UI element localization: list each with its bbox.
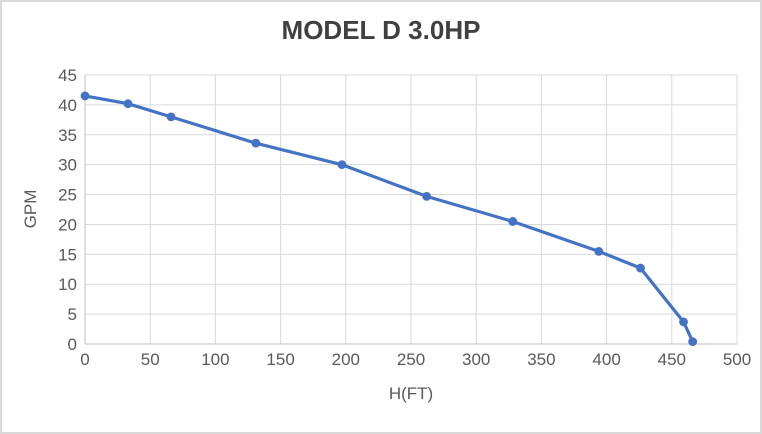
y-tick-label: 0	[68, 335, 77, 354]
y-tick-label: 35	[58, 126, 77, 145]
x-tick-label: 200	[332, 350, 360, 369]
data-point-marker	[251, 138, 261, 148]
data-point-marker	[688, 337, 698, 347]
y-tick-label: 10	[58, 275, 77, 294]
x-tick-label: 500	[723, 350, 751, 369]
x-tick-label: 0	[80, 350, 89, 369]
chart-title: MODEL D 3.0HP	[281, 15, 481, 45]
x-tick-label: 300	[462, 350, 490, 369]
data-point-marker	[679, 317, 688, 327]
x-tick-label: 250	[397, 350, 425, 369]
data-point-marker	[508, 217, 518, 226]
data-point-marker	[123, 99, 133, 109]
y-tick-label: 15	[58, 245, 77, 264]
x-tick-label: 50	[141, 350, 160, 369]
x-tick-label: 100	[201, 350, 229, 369]
x-tick-label: 450	[658, 350, 686, 369]
x-tick-label: 400	[592, 350, 620, 369]
y-tick-label: 45	[58, 66, 77, 85]
data-point-marker	[422, 191, 432, 201]
data-point-marker	[166, 112, 176, 122]
y-tick-label: 20	[58, 215, 77, 234]
y-tick-label: 25	[58, 186, 77, 205]
data-point-marker	[337, 160, 347, 170]
x-tick-label: 350	[527, 350, 555, 369]
x-axis-title: H(FT)	[388, 384, 434, 403]
data-point-marker	[636, 263, 645, 273]
y-tick-label: 5	[68, 305, 77, 324]
series-line	[83, 94, 695, 344]
y-tick-label: 30	[58, 156, 77, 175]
y-tick-label: 40	[58, 96, 77, 115]
data-point-marker	[80, 91, 90, 101]
x-tick-label: 150	[266, 350, 294, 369]
data-point-marker	[594, 246, 604, 256]
